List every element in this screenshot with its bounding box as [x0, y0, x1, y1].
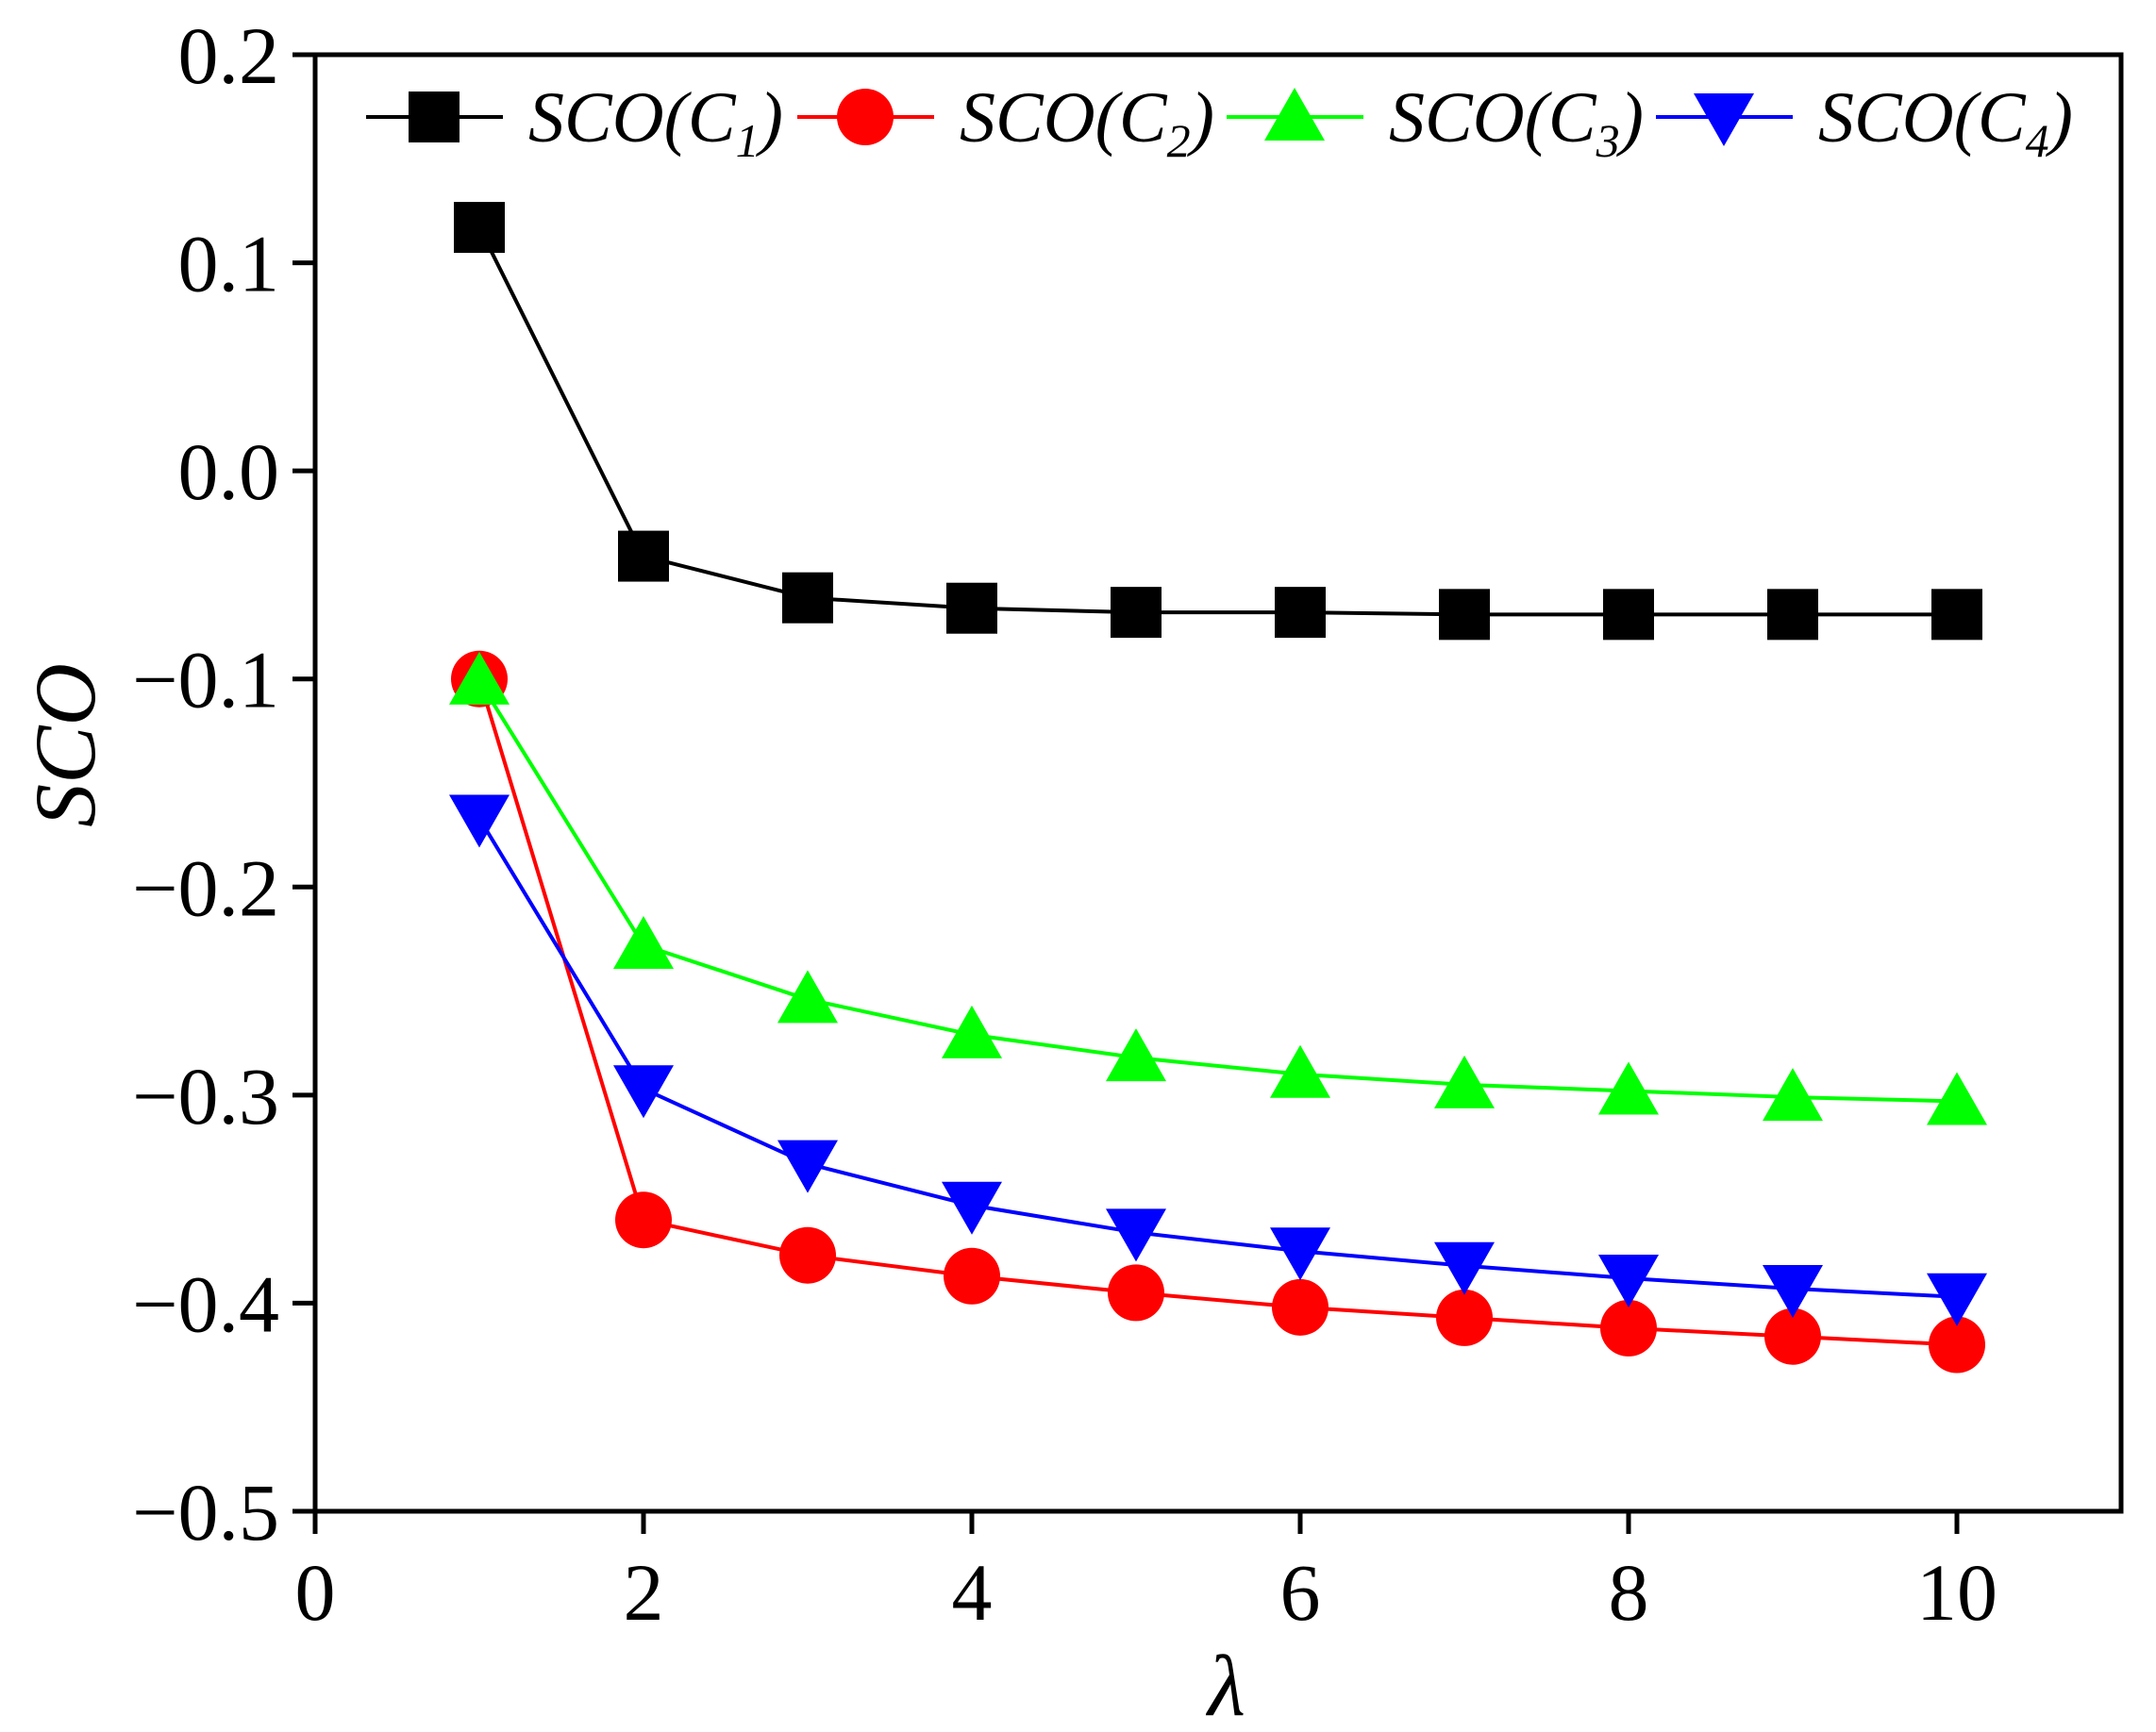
legend-label-1: SCO(C1): [528, 78, 783, 167]
data-point-s3-x8: [1598, 1061, 1659, 1115]
legend-label-3: SCO(C3): [1389, 78, 1644, 167]
data-point-s3-x9: [1763, 1068, 1823, 1122]
x-tick-label-10: 10: [1916, 1547, 1997, 1638]
data-point-s1-x8: [1603, 589, 1654, 641]
data-point-s2-x4: [944, 1247, 1000, 1305]
data-point-s4-x1: [449, 794, 510, 848]
data-point-s3-x6: [1270, 1044, 1330, 1098]
data-point-s1-x10: [1931, 589, 1982, 641]
data-point-s1-x2: [618, 530, 669, 582]
data-point-s2-x2: [615, 1191, 672, 1249]
data-point-s4-x4: [942, 1181, 1002, 1235]
y-tick-label-2: −0.3: [132, 1051, 279, 1141]
data-point-s4-x8: [1598, 1254, 1659, 1307]
data-point-s3-x3: [777, 970, 838, 1024]
legend-label-2: SCO(C2): [960, 78, 1214, 167]
data-point-s3-x5: [1106, 1028, 1166, 1082]
data-point-s1-x7: [1439, 589, 1490, 641]
y-tick-label-4: −0.1: [132, 635, 279, 725]
data-point-s3-x4: [942, 1005, 1002, 1058]
data-point-s1-x3: [782, 572, 833, 624]
data-point-s2-x9: [1764, 1307, 1821, 1365]
data-point-s4-x3: [777, 1140, 838, 1193]
data-point-s1-x4: [946, 582, 997, 634]
data-point-s2-x6: [1272, 1278, 1329, 1336]
y-tick-label-3: −0.2: [132, 842, 279, 933]
data-point-s4-x7: [1434, 1241, 1495, 1295]
x-tick-label-2: 2: [624, 1547, 664, 1638]
data-point-s1-x1: [454, 202, 505, 254]
legend-marker-1: [409, 92, 460, 142]
data-point-s4-x5: [1106, 1208, 1166, 1262]
data-point-s1-x9: [1767, 589, 1818, 641]
data-point-s3-x2: [613, 916, 674, 970]
x-axis-title: λ: [1205, 1638, 1245, 1732]
series-line-4: [477, 817, 1958, 1299]
x-tick-label-0: 0: [295, 1547, 336, 1638]
series-line-3: [477, 679, 1958, 1104]
legend-marker-3: [1264, 88, 1325, 141]
x-tick-label-6: 6: [1280, 1547, 1321, 1638]
x-tick-label-8: 8: [1609, 1547, 1649, 1638]
y-tick-label-0: −0.5: [132, 1467, 279, 1557]
data-point-s1-x6: [1275, 587, 1326, 639]
data-point-s4-x10: [1927, 1273, 1987, 1326]
data-point-s3-x7: [1434, 1055, 1495, 1108]
legend-marker-2: [837, 89, 894, 145]
x-tick-label-4: 4: [952, 1547, 993, 1638]
data-point-s2-x10: [1929, 1316, 1985, 1374]
series-line-1: [477, 226, 1957, 617]
y-tick-label-6: 0.1: [178, 219, 280, 309]
legend-marker-4: [1694, 93, 1754, 146]
data-point-s2-x7: [1436, 1289, 1493, 1346]
y-tick-label-1: −0.4: [132, 1258, 279, 1349]
axes: 0 2 4 6 8 10 −0.5 −0.4 −0.3 −0.2 −0.1 0.0 0.1 0.2: [132, 10, 2124, 1638]
y-tick-label-7: 0.2: [178, 10, 280, 101]
y-tick-label-5: 0.0: [178, 426, 280, 517]
plot-area: [449, 202, 1987, 1374]
series-line-2: [477, 678, 1958, 1347]
legend-label-4: SCO(C4): [1818, 78, 2073, 167]
data-point-s4-x6: [1270, 1227, 1330, 1281]
data-point-s4-x2: [613, 1065, 674, 1119]
data-point-s1-x5: [1111, 587, 1162, 639]
plot-frame: [312, 52, 2124, 1514]
data-point-s2-x8: [1600, 1299, 1657, 1357]
data-point-s2-x5: [1108, 1264, 1164, 1322]
y-axis-title: SCO: [17, 663, 113, 827]
data-point-s3-x1: [449, 651, 510, 705]
data-point-s4-x9: [1763, 1264, 1823, 1318]
data-point-s3-x10: [1927, 1072, 1987, 1125]
data-point-s2-x3: [779, 1226, 836, 1284]
legend: SCO(C1) SCO(C2) SCO(C3) SCO(C4): [366, 78, 2073, 167]
